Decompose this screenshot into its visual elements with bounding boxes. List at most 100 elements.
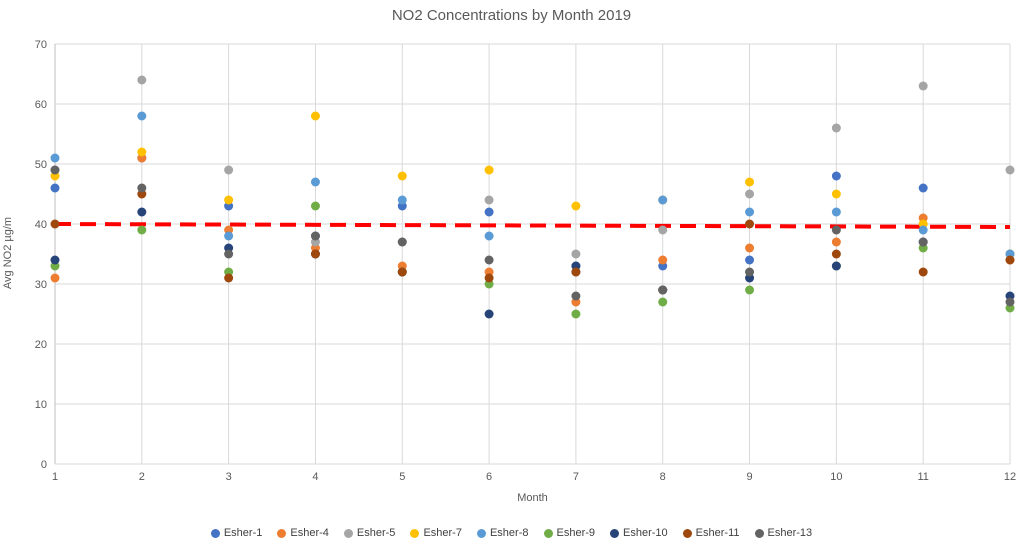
data-point-esher-11 [831, 249, 841, 259]
data-point-esher-11 [397, 267, 407, 277]
x-tick-label: 6 [486, 471, 492, 483]
data-point-esher-9 [658, 297, 668, 307]
data-point-esher-13 [224, 249, 234, 259]
legend-item-esher-13: Esher-13 [754, 527, 813, 539]
data-point-esher-10 [831, 261, 841, 271]
data-point-esher-13 [50, 165, 60, 175]
data-point-esher-13 [137, 183, 147, 193]
y-tick-label: 20 [35, 339, 47, 351]
data-point-esher-5 [1005, 165, 1015, 175]
x-tick-label: 5 [399, 471, 405, 483]
data-point-esher-8 [50, 153, 60, 163]
data-point-esher-11 [484, 273, 494, 283]
data-point-esher-1 [50, 183, 60, 193]
legend-marker-icon [343, 528, 353, 538]
data-point-esher-5 [831, 123, 841, 133]
data-point-esher-4 [745, 243, 755, 253]
legend-marker-icon [754, 528, 764, 538]
data-point-esher-8 [224, 231, 234, 241]
data-point-esher-9 [137, 225, 147, 235]
data-point-esher-9 [310, 201, 320, 211]
data-point-esher-11 [50, 219, 60, 229]
data-point-esher-8 [397, 195, 407, 205]
legend-label: Esher-9 [556, 527, 596, 539]
legend-item-esher-8: Esher-8 [476, 527, 529, 539]
x-tick-label: 4 [312, 471, 318, 483]
legend-marker-icon [610, 528, 620, 538]
legend-label: Esher-7 [423, 527, 462, 539]
data-point-esher-13 [831, 225, 841, 235]
x-tick-label: 1 [52, 471, 58, 483]
legend-label: Esher-13 [767, 527, 813, 539]
legend-label: Esher-8 [489, 527, 529, 539]
data-point-esher-13 [658, 285, 668, 295]
y-tick-label: 60 [35, 99, 47, 111]
data-point-esher-8 [745, 207, 755, 217]
legend-marker-icon [476, 528, 486, 538]
data-point-esher-13 [571, 291, 581, 301]
x-tick-label: 10 [830, 471, 842, 483]
legend-item-esher-1: Esher-1 [210, 527, 263, 539]
data-point-esher-9 [571, 309, 581, 319]
data-point-esher-4 [658, 255, 668, 265]
y-tick-label: 40 [35, 219, 47, 231]
trendline [54, 222, 1011, 229]
legend-item-esher-7: Esher-7 [410, 527, 462, 539]
data-point-esher-5 [137, 75, 147, 85]
legend-label: Esher-11 [695, 527, 740, 539]
legend-label: Esher-10 [623, 527, 668, 539]
data-point-esher-7 [397, 171, 407, 181]
data-point-esher-10 [484, 309, 494, 319]
legend-marker-icon [410, 528, 420, 538]
y-tick-label: 10 [35, 399, 47, 411]
data-point-esher-4 [831, 237, 841, 247]
y-tick-label: 50 [35, 159, 47, 171]
data-point-esher-1 [918, 183, 928, 193]
data-point-esher-5 [571, 249, 581, 259]
x-tick-label: 8 [660, 471, 666, 483]
data-point-esher-11 [224, 273, 234, 283]
data-point-esher-7 [484, 165, 494, 175]
data-point-esher-5 [658, 225, 668, 235]
legend-label: Esher-1 [223, 527, 263, 539]
data-point-esher-8 [658, 195, 668, 205]
data-point-esher-4 [50, 273, 60, 283]
data-point-esher-13 [397, 237, 407, 247]
data-point-esher-5 [918, 81, 928, 91]
data-point-esher-11 [1005, 255, 1015, 265]
x-tick-label: 3 [226, 471, 232, 483]
legend-item-esher-11: Esher-11 [682, 527, 740, 539]
legend-marker-icon [543, 528, 553, 538]
data-point-esher-7 [310, 111, 320, 121]
legend-item-esher-9: Esher-9 [543, 527, 596, 539]
data-point-esher-7 [137, 147, 147, 157]
y-tick-label: 30 [35, 279, 47, 291]
data-point-esher-1 [745, 255, 755, 265]
x-tick-label: 9 [746, 471, 752, 483]
data-point-esher-8 [137, 111, 147, 121]
x-tick-label: 7 [573, 471, 579, 483]
data-point-esher-8 [918, 225, 928, 235]
data-point-esher-7 [831, 189, 841, 199]
data-point-esher-11 [745, 219, 755, 229]
data-point-esher-10 [137, 207, 147, 217]
x-tick-label: 12 [1004, 471, 1016, 483]
legend-item-esher-5: Esher-5 [343, 527, 396, 539]
data-point-esher-10 [50, 255, 60, 265]
data-point-esher-8 [831, 207, 841, 217]
data-point-esher-5 [224, 165, 234, 175]
legend-marker-icon [210, 528, 220, 538]
data-point-esher-7 [224, 195, 234, 205]
data-point-esher-13 [484, 255, 494, 265]
y-tick-label: 0 [41, 459, 47, 471]
data-point-esher-7 [571, 201, 581, 211]
data-point-esher-9 [745, 285, 755, 295]
data-point-esher-13 [918, 237, 928, 247]
data-point-esher-8 [310, 177, 320, 187]
x-tick-label: 2 [139, 471, 145, 483]
legend-label: Esher-5 [356, 527, 396, 539]
data-point-esher-1 [831, 171, 841, 181]
data-point-esher-11 [310, 249, 320, 259]
